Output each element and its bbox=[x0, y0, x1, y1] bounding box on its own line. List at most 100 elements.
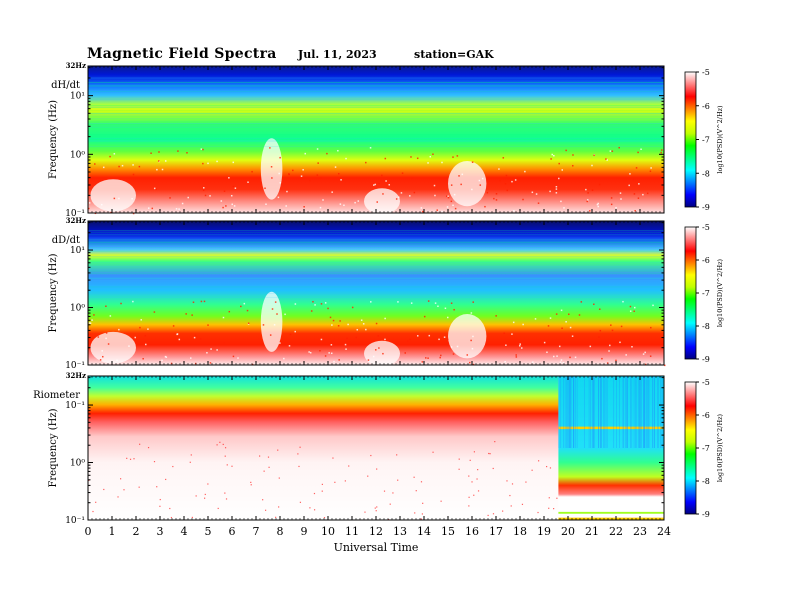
speckle bbox=[488, 452, 490, 455]
speckle bbox=[376, 468, 378, 470]
speckle bbox=[375, 349, 377, 351]
colorbar-label: log10(PSD)(V^2/Hz) bbox=[716, 105, 724, 174]
speckle bbox=[441, 161, 443, 164]
speckle bbox=[421, 361, 424, 363]
speckle bbox=[345, 157, 347, 160]
speckle bbox=[633, 193, 636, 195]
speckle bbox=[297, 453, 299, 455]
speckle bbox=[406, 340, 409, 342]
x-tick-label: 17 bbox=[489, 525, 503, 538]
speckle bbox=[625, 354, 627, 356]
speckle bbox=[471, 481, 473, 483]
speckle bbox=[150, 152, 152, 154]
speckle bbox=[344, 480, 346, 482]
speckle bbox=[439, 356, 441, 359]
speckle bbox=[172, 465, 174, 468]
speckle bbox=[598, 183, 601, 186]
speckle bbox=[642, 193, 644, 196]
speckle bbox=[644, 363, 647, 366]
speckle bbox=[298, 465, 300, 468]
speckle bbox=[97, 336, 100, 338]
speckle bbox=[427, 300, 430, 302]
speckle bbox=[247, 322, 250, 325]
speckle bbox=[549, 317, 552, 319]
speckle bbox=[560, 359, 563, 361]
speckle bbox=[216, 160, 218, 163]
speckle bbox=[440, 354, 442, 357]
speckle bbox=[240, 305, 242, 308]
y-tick-label: 10⁻¹ bbox=[65, 401, 85, 411]
speckle bbox=[369, 147, 372, 149]
speckle bbox=[269, 147, 271, 149]
x-tick-label: 19 bbox=[537, 525, 551, 538]
speckle bbox=[629, 310, 632, 312]
speckle bbox=[478, 179, 481, 182]
speckle bbox=[191, 314, 193, 316]
speckle bbox=[251, 170, 253, 173]
speckle bbox=[224, 492, 226, 494]
speckle bbox=[401, 172, 404, 174]
speckle bbox=[105, 332, 108, 334]
speckle bbox=[153, 311, 156, 313]
speckle bbox=[206, 352, 208, 354]
speckle bbox=[543, 341, 546, 344]
speckle bbox=[537, 511, 539, 514]
colorbar-tick-label: -5 bbox=[702, 68, 710, 77]
speckle bbox=[232, 355, 235, 358]
colorbar-label: log10(PSD)(V^2/Hz) bbox=[716, 413, 724, 482]
speckle bbox=[225, 205, 227, 207]
y-tick-label: 10⁻¹ bbox=[65, 516, 85, 526]
speckle bbox=[561, 169, 564, 171]
y-tick-label: 10⁰ bbox=[70, 459, 85, 469]
speckle bbox=[364, 511, 366, 513]
x-tick-label: 18 bbox=[513, 525, 527, 538]
speckle bbox=[347, 323, 349, 326]
speckle bbox=[427, 162, 429, 164]
colorbar-tick-label: -8 bbox=[702, 477, 710, 486]
speckle bbox=[637, 151, 639, 154]
speckle bbox=[189, 357, 192, 359]
speckle bbox=[345, 348, 347, 350]
speckle bbox=[598, 308, 601, 310]
speckle bbox=[324, 355, 327, 357]
speckle bbox=[322, 199, 324, 201]
speckle bbox=[587, 192, 589, 194]
speckle bbox=[88, 479, 90, 481]
colorbar-1: -5 -6 -7 -8 -9 log10(PSD)(V^2/Hz) bbox=[684, 68, 724, 212]
speckle bbox=[620, 325, 623, 328]
speckle bbox=[494, 441, 496, 443]
x-tick-label: 2 bbox=[133, 525, 140, 538]
speckle bbox=[308, 351, 310, 353]
speckle bbox=[477, 469, 479, 471]
speckle bbox=[378, 347, 380, 349]
speckle bbox=[299, 501, 302, 503]
speckle bbox=[147, 207, 150, 209]
speckle bbox=[234, 187, 237, 189]
speckle bbox=[314, 304, 316, 306]
speckle bbox=[222, 316, 225, 319]
speckle bbox=[338, 359, 340, 361]
speckle bbox=[397, 479, 399, 481]
speckle bbox=[447, 316, 449, 319]
speckle bbox=[199, 338, 202, 340]
speckle bbox=[232, 161, 235, 164]
x-tick-label: 8 bbox=[277, 525, 284, 538]
speckle bbox=[107, 343, 110, 345]
x-tick-label: 16 bbox=[465, 525, 479, 538]
speckle bbox=[593, 303, 595, 306]
speckle bbox=[420, 481, 423, 483]
figure-title: Magnetic Field Spectra bbox=[87, 46, 277, 62]
speckle bbox=[649, 355, 652, 357]
speckle bbox=[294, 303, 297, 305]
colorbar-tick-label: -7 bbox=[702, 444, 710, 453]
speckle bbox=[518, 345, 521, 347]
speckle bbox=[332, 457, 334, 459]
colorbar-tick-label: -9 bbox=[702, 203, 710, 212]
speckle bbox=[334, 481, 336, 483]
speckle bbox=[605, 158, 607, 160]
speckle bbox=[139, 443, 141, 445]
speckle bbox=[271, 308, 274, 310]
speckle bbox=[447, 196, 450, 199]
speckle bbox=[493, 197, 495, 200]
